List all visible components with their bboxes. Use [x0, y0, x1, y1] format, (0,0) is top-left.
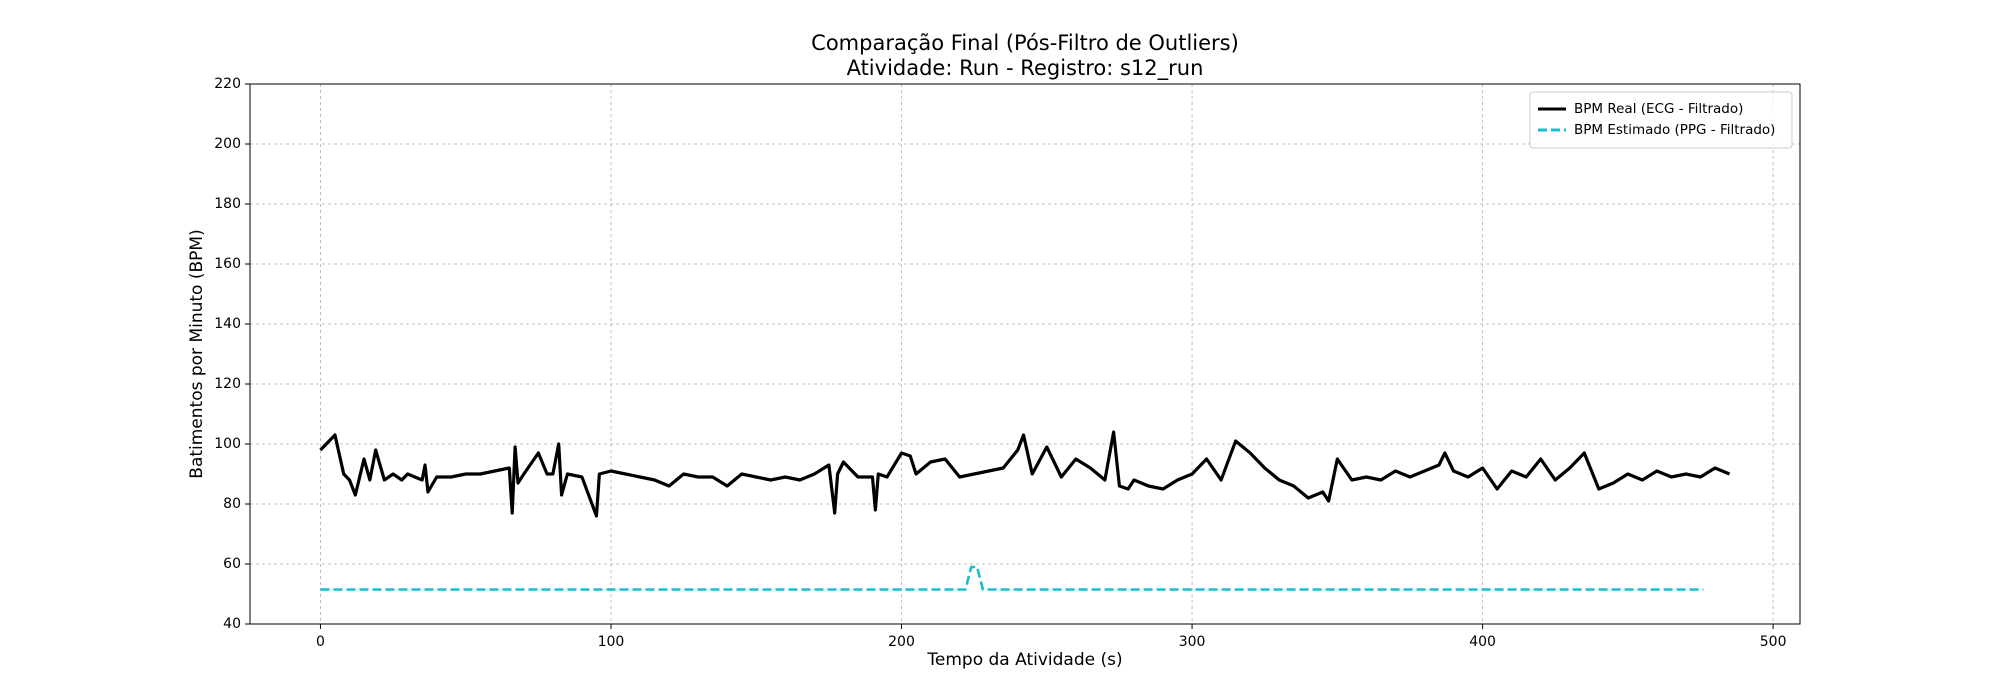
y-tick-label: 220	[214, 76, 241, 92]
y-axis-label: Batimentos por Minuto (BPM)	[187, 229, 207, 478]
y-tick-label: 120	[214, 376, 241, 392]
legend-label: BPM Real (ECG - Filtrado)	[1574, 101, 1743, 117]
y-tick-label: 100	[214, 436, 241, 452]
x-tick-label: 200	[888, 634, 915, 650]
y-tick-label: 40	[223, 616, 241, 632]
y-tick-label: 140	[214, 316, 241, 332]
chart-subtitle: Atividade: Run - Registro: s12_run	[847, 56, 1204, 81]
plot-frame	[249, 83, 1801, 625]
y-tick-label: 160	[214, 256, 241, 272]
x-tick-label: 0	[316, 634, 325, 650]
x-axis-label: Tempo da Atividade (s)	[926, 650, 1122, 670]
x-tick-label: 100	[598, 634, 625, 650]
data-line	[320, 565, 1704, 591]
legend: BPM Real (ECG - Filtrado) BPM Estimado (P…	[1529, 91, 1793, 149]
data-line	[319, 430, 1731, 518]
y-tick-label: 80	[223, 496, 241, 512]
x-tick-label: 400	[1469, 634, 1496, 650]
legend-label: BPM Estimado (PPG - Filtrado)	[1574, 122, 1775, 138]
x-tick-label: 500	[1760, 634, 1787, 650]
y-tick-label: 200	[214, 136, 241, 152]
chart-title: Comparação Final (Pós-Filtro de Outliers…	[811, 31, 1239, 55]
y-tick-label: 180	[214, 196, 241, 212]
legend-box	[1529, 91, 1793, 149]
y-tick-label: 60	[223, 556, 241, 572]
x-tick-label: 300	[1179, 634, 1206, 650]
